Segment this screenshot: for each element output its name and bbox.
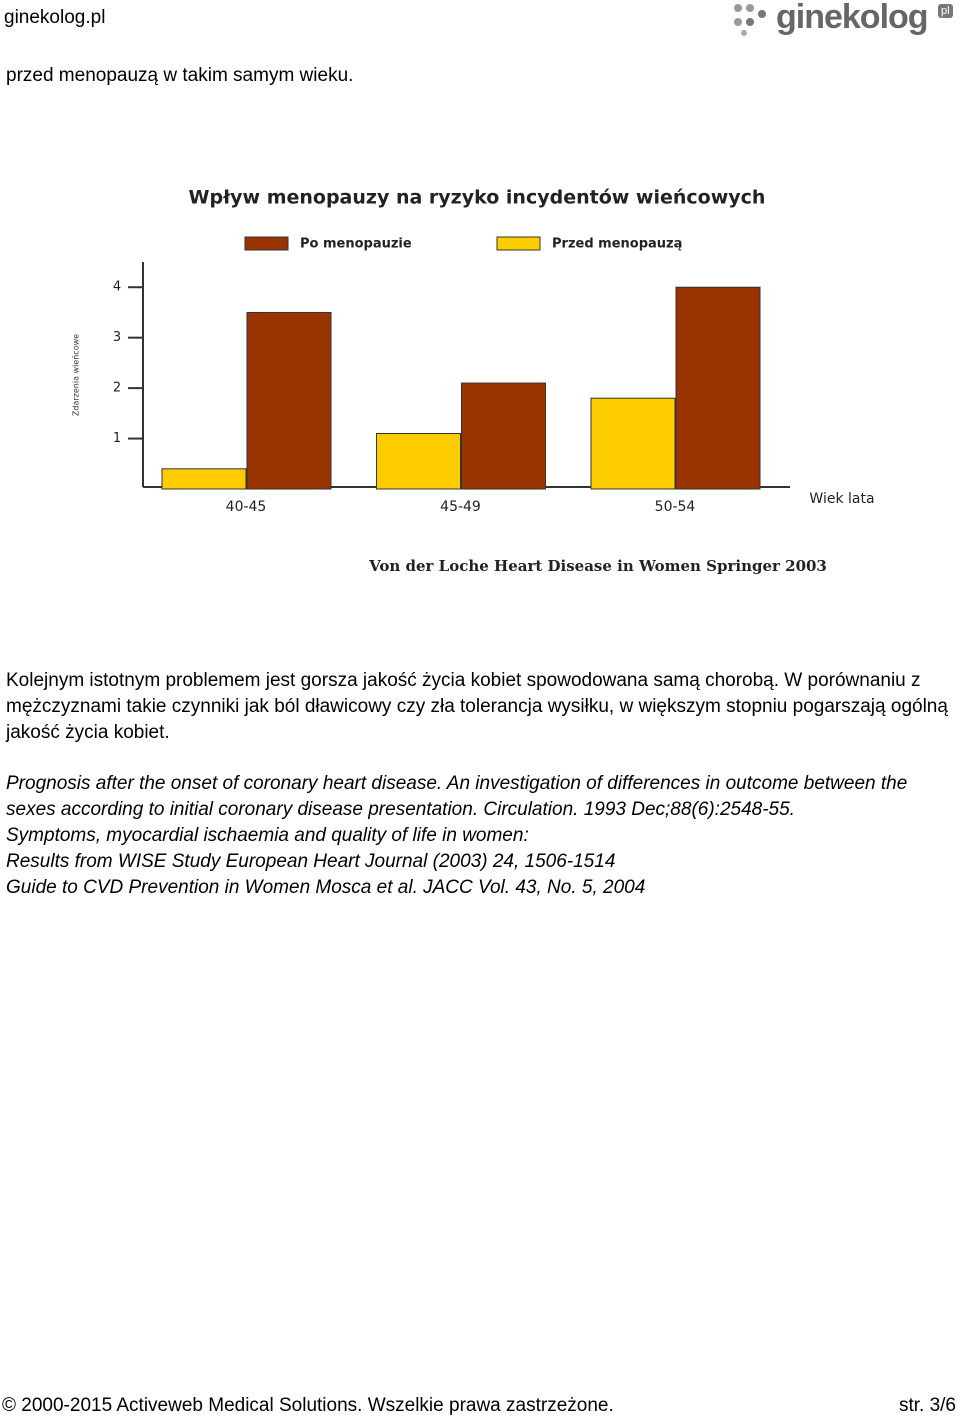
reference: Results from WISE Study European Heart J… [6,851,616,872]
reference: Prognosis after the onset of coronary he… [6,773,908,820]
legend-swatch [496,236,541,251]
chart: Wpływ menopauzy na ryzyko incydentów wie… [72,187,875,576]
bar [590,397,676,490]
logo-dots [734,4,766,36]
y-tick-label: 3 [113,330,121,345]
logo: ginekolog pl [730,0,958,40]
bar [376,433,461,490]
page-number: str. 3/6 [898,1395,956,1416]
bar [246,311,332,490]
references: Prognosis after the onset of coronary he… [6,771,936,901]
y-tick-label: 2 [113,381,121,396]
bar [675,286,761,490]
intro-text: przed menopauzą w takim samym wieku. [6,65,354,86]
y-axis-label: Zdarzenia wieńcowe [72,334,81,416]
x-tick-label: 50-54 [655,499,696,515]
legend-swatch [244,236,289,251]
logo-text: ginekolog [776,0,929,36]
bar [461,382,546,490]
site-name: ginekolog.pl [4,7,106,28]
x-tick-label: 45-49 [440,499,481,515]
x-tick-label: 40-45 [226,499,267,515]
paragraph: Kolejnym istotnym problemem jest gorsza … [6,670,948,743]
y-tick-label: 1 [113,431,121,446]
logo-badge: pl [938,4,953,18]
legend-label: Po menopauzie [300,237,412,252]
x-axis-label: Wiek lata [809,491,874,507]
chart-title: Wpływ menopauzy na ryzyko incydentów wie… [189,187,766,209]
y-tick-label: 4 [113,280,121,295]
reference: Symptoms, myocardial ischaemia and quali… [6,825,529,846]
reference: Guide to CVD Prevention in Women Mosca e… [6,877,646,898]
bar [161,468,247,490]
copyright: © 2000-2015 Activeweb Medical Solutions.… [2,1395,614,1416]
chart-source: Von der Loche Heart Disease in Women Spr… [368,557,827,575]
legend-label: Przed menopauzą [552,237,682,252]
